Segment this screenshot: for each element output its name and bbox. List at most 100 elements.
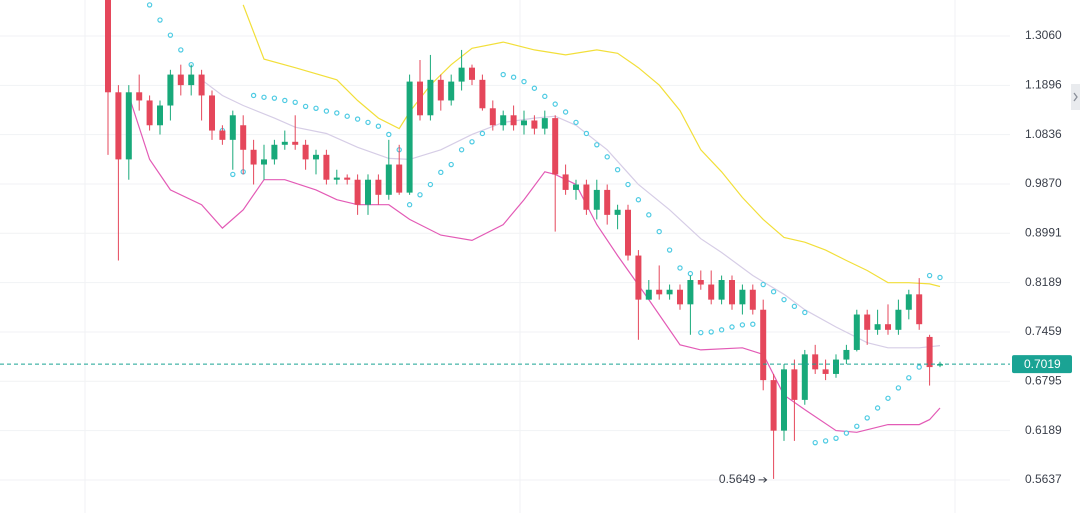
candle-body: [344, 177, 351, 180]
sar-dot: [313, 105, 319, 111]
candle-body: [448, 81, 455, 101]
sar-dot: [687, 270, 694, 277]
sar-dot: [916, 364, 922, 370]
sar-dot: [292, 99, 298, 105]
sar-dot: [718, 327, 725, 333]
candle-body: [729, 280, 735, 305]
candle-body: [791, 369, 798, 400]
band-line: [242, 4, 941, 288]
candle-body: [510, 115, 517, 126]
sar-dot: [302, 103, 309, 110]
candle-body: [417, 81, 423, 116]
candle-body: [541, 118, 548, 129]
sar-dot: [854, 423, 860, 430]
sar-dot: [573, 119, 579, 126]
candle-body: [937, 364, 943, 366]
sar-dot: [542, 93, 548, 100]
sar-dot: [843, 430, 850, 436]
sar-dot: [833, 435, 839, 442]
candle-body: [458, 67, 465, 82]
sar-dot: [469, 139, 475, 145]
sar-dot: [781, 296, 787, 303]
candle-body: [562, 174, 569, 190]
sar-dot: [178, 47, 184, 53]
bands: [128, 4, 941, 433]
sar-dot: [625, 181, 631, 188]
candle-body: [781, 369, 787, 431]
sar-dot: [885, 395, 891, 401]
sar-dot: [157, 17, 163, 23]
candle-body: [500, 115, 507, 126]
candle-body: [406, 81, 413, 193]
candle-body: [302, 144, 309, 160]
candle-body: [125, 92, 132, 160]
sar-dot: [261, 94, 267, 100]
sar-dot: [167, 32, 174, 38]
candle-body: [115, 92, 122, 160]
sar-dot: [365, 119, 371, 126]
candle-body: [573, 184, 579, 190]
sar-dot: [739, 322, 746, 328]
sar-dot: [698, 329, 704, 336]
candle-body: [635, 255, 642, 300]
sar-dot: [926, 272, 933, 279]
candle-body: [760, 309, 767, 381]
candle-body: [261, 159, 267, 165]
candle-body: [271, 144, 278, 160]
candle-body: [583, 184, 590, 210]
candle-body: [136, 92, 143, 101]
sar-dot: [448, 161, 454, 168]
y-tick-label: 0.6189: [1025, 423, 1062, 437]
candle-body: [188, 74, 195, 86]
sar-dot: [438, 169, 444, 176]
sar-dot: [375, 123, 382, 129]
sar-dot: [510, 74, 517, 80]
y-tick-label: 0.5637: [1025, 472, 1062, 486]
candle-body: [531, 120, 538, 129]
candle-body: [697, 280, 704, 285]
sar-dot: [282, 97, 288, 104]
candle-body: [885, 324, 891, 330]
sar-dot: [479, 130, 486, 137]
y-tick-label: 0.8189: [1025, 275, 1062, 289]
price-axis: 1.3060 1.1896 1.0836 0.9870 0.8991 0.8189 0.74…: [1012, 28, 1072, 486]
sar-dot: [895, 385, 902, 391]
sar-dot: [614, 167, 621, 173]
grid: [0, 35, 1010, 481]
candle-body: [427, 79, 434, 116]
candle-body: [718, 280, 725, 300]
sar-dot: [334, 110, 340, 116]
candle-body: [198, 74, 205, 96]
sar-dot: [417, 192, 423, 198]
sar-dot: [552, 101, 558, 107]
sar-dot: [500, 71, 506, 78]
candle-body: [822, 369, 829, 374]
candle-body: [645, 289, 652, 300]
candle-body: [229, 115, 236, 140]
candle-body: [479, 79, 486, 109]
sar-dot: [323, 108, 330, 114]
candle-body: [219, 130, 226, 140]
candle-body: [739, 289, 746, 305]
side-panel-toggle[interactable]: [1071, 84, 1080, 110]
sar-dot: [427, 181, 434, 188]
sar-dot: [791, 303, 798, 310]
candle-body: [604, 189, 611, 215]
sar-dot: [937, 274, 943, 281]
candle-body: [292, 141, 299, 145]
candle-body: [250, 149, 257, 165]
candle-body: [905, 294, 912, 310]
candle-body: [843, 349, 850, 360]
low-annotation: 0.5649: [719, 472, 756, 486]
sar-dot: [230, 171, 236, 178]
y-tick-label: 0.8991: [1025, 225, 1062, 239]
candle-body: [895, 309, 902, 330]
sar-dot: [386, 131, 392, 138]
candle-body: [916, 294, 923, 325]
candle-body: [396, 164, 403, 193]
candle-body: [333, 177, 340, 180]
candle-body: [926, 336, 933, 368]
candle-body: [375, 179, 382, 195]
candles: [105, 0, 943, 479]
